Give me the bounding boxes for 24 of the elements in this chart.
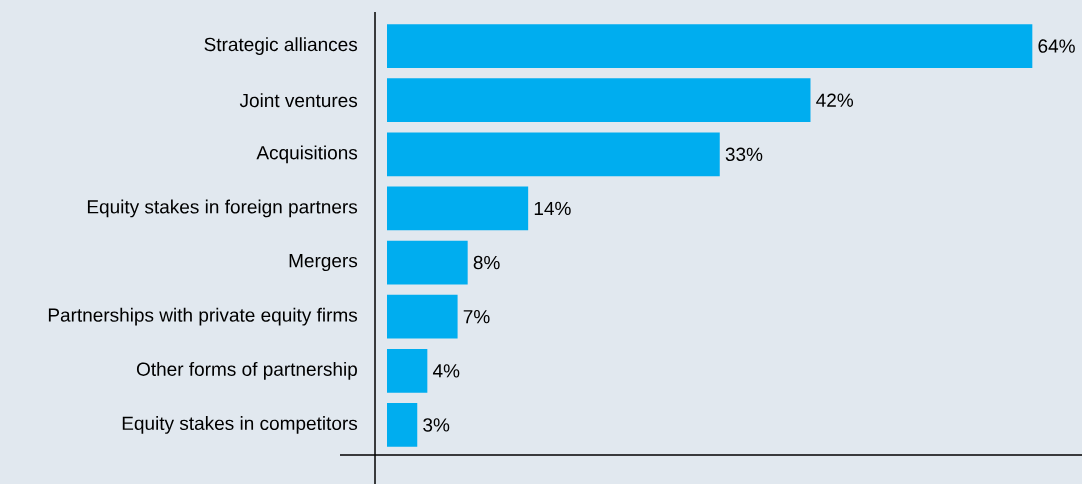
bar	[387, 24, 1033, 68]
bar	[387, 186, 529, 231]
bar	[387, 403, 418, 447]
bar	[387, 294, 458, 339]
y-tick-label: Strategic alliances	[204, 37, 358, 55]
bar	[387, 348, 428, 393]
data-label: 4%	[432, 364, 460, 378]
data-label: 3%	[423, 418, 450, 432]
y-tick-label: Equity stakes in foreign partners	[87, 199, 358, 218]
data-label: 33%	[725, 147, 763, 162]
data-label: 7%	[463, 310, 490, 324]
bar	[387, 78, 811, 123]
y-tick-label: Acquisitions	[256, 145, 358, 164]
data-label: 14%	[534, 201, 571, 216]
y-tick-label: Mergers	[289, 254, 358, 272]
y-tick-label: Equity stakes in competitors	[122, 416, 358, 434]
data-label: 8%	[473, 255, 500, 270]
y-tick-label: Partnerships with private equity firms	[48, 307, 358, 326]
data-label: 42%	[816, 93, 854, 107]
bar	[387, 240, 468, 285]
y-tick-label: Joint ventures	[239, 93, 358, 108]
bar	[387, 132, 720, 177]
data-label: 64%	[1038, 39, 1075, 53]
y-tick-label: Other forms of partnership	[136, 361, 357, 380]
